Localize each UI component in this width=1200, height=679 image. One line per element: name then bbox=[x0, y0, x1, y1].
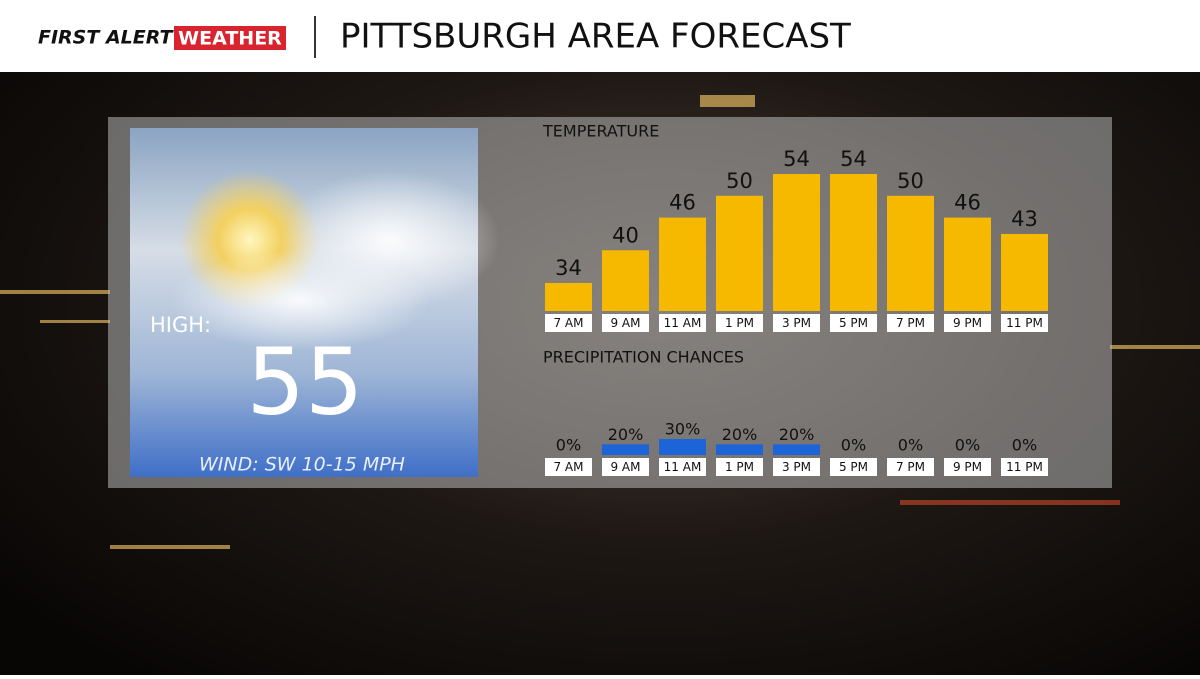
wind: WIND: SW 10-15 MPH bbox=[199, 454, 405, 476]
category-label: 1 PM bbox=[725, 460, 754, 474]
logo-weather: WEATHER bbox=[178, 28, 282, 50]
value-label: 50 bbox=[897, 169, 924, 193]
category-label: 3 PM bbox=[782, 460, 811, 474]
bar bbox=[602, 444, 649, 455]
value-label: 20% bbox=[779, 425, 815, 444]
value-label: 40 bbox=[612, 223, 639, 247]
category-box bbox=[773, 458, 820, 476]
category-box bbox=[887, 314, 934, 332]
value-label: 34 bbox=[555, 256, 582, 280]
bar bbox=[887, 195, 934, 311]
category-box bbox=[716, 314, 763, 332]
category-box bbox=[1001, 458, 1048, 476]
category-box bbox=[830, 314, 877, 332]
category-box bbox=[1001, 314, 1048, 332]
value-label: 46 bbox=[669, 191, 696, 215]
value-label: 0% bbox=[898, 436, 923, 455]
category-label: 9 PM bbox=[953, 316, 982, 330]
bar bbox=[545, 283, 592, 311]
category-box bbox=[602, 458, 649, 476]
category-label: 7 AM bbox=[553, 316, 583, 330]
category-label: 7 AM bbox=[553, 460, 583, 474]
value-label: 0% bbox=[1012, 436, 1037, 455]
value-label: 46 bbox=[954, 191, 981, 215]
bar bbox=[716, 444, 763, 455]
bar bbox=[773, 444, 820, 455]
value-label: 0% bbox=[556, 436, 581, 455]
category-label: 5 PM bbox=[839, 460, 868, 474]
category-box bbox=[602, 314, 649, 332]
value-label: 54 bbox=[840, 147, 867, 171]
category-box bbox=[545, 458, 592, 476]
bar bbox=[659, 439, 706, 455]
category-label: 9 PM bbox=[953, 460, 982, 474]
bar bbox=[830, 174, 877, 311]
category-label: 9 AM bbox=[610, 460, 640, 474]
high-label: HIGH: bbox=[150, 313, 211, 337]
category-box bbox=[659, 458, 706, 476]
city-lights bbox=[0, 95, 1200, 549]
value-label: 20% bbox=[608, 425, 644, 444]
bar bbox=[1001, 233, 1048, 311]
category-box bbox=[830, 458, 877, 476]
category-label: 7 PM bbox=[896, 316, 925, 330]
bar bbox=[773, 174, 820, 311]
value-label: 0% bbox=[841, 436, 866, 455]
bar bbox=[716, 195, 763, 311]
value-label: 54 bbox=[783, 147, 810, 171]
category-box bbox=[716, 458, 763, 476]
category-label: 5 PM bbox=[839, 316, 868, 330]
category-label: 11 PM bbox=[1006, 316, 1043, 330]
category-label: 9 AM bbox=[610, 316, 640, 330]
category-box bbox=[944, 314, 991, 332]
category-label: 11 AM bbox=[664, 316, 702, 330]
value-label: 30% bbox=[665, 420, 701, 439]
cloud bbox=[170, 250, 430, 350]
logo-first-alert: FIRST ALERT bbox=[38, 27, 175, 49]
category-box bbox=[659, 314, 706, 332]
value-label: 0% bbox=[955, 436, 980, 455]
value-label: 50 bbox=[726, 169, 753, 193]
bar bbox=[944, 217, 991, 311]
high-value: 55 bbox=[246, 328, 363, 435]
category-label: 11 AM bbox=[664, 460, 702, 474]
value-label: 43 bbox=[1011, 207, 1038, 231]
value-label: 20% bbox=[722, 425, 758, 444]
category-box bbox=[887, 458, 934, 476]
header-title: PITTSBURGH AREA FORECAST bbox=[340, 17, 851, 57]
logo-box bbox=[174, 26, 286, 50]
category-label: 7 PM bbox=[896, 460, 925, 474]
category-box bbox=[545, 314, 592, 332]
category-label: 11 PM bbox=[1006, 460, 1043, 474]
chart-title: TEMPERATURE bbox=[542, 122, 659, 141]
chart-title: PRECIPITATION CHANCES bbox=[543, 348, 744, 367]
category-box bbox=[944, 458, 991, 476]
category-label: 3 PM bbox=[782, 316, 811, 330]
category-box bbox=[773, 314, 820, 332]
bar bbox=[602, 250, 649, 311]
bar bbox=[659, 217, 706, 311]
category-label: 1 PM bbox=[725, 316, 754, 330]
